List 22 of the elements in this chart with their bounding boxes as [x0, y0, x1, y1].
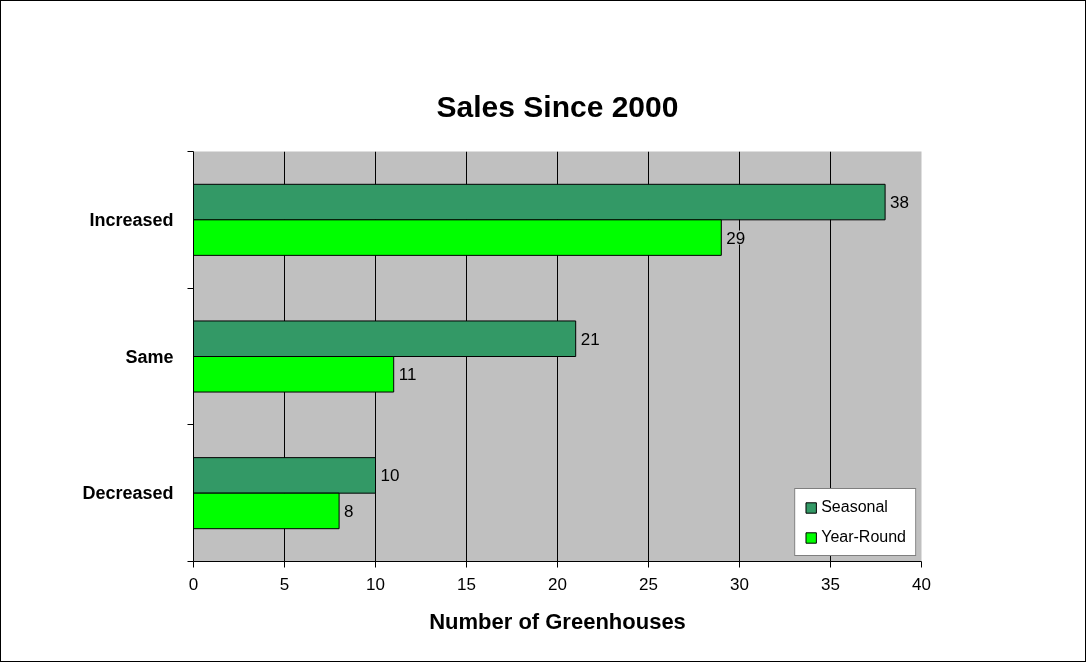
x-tick-label: 0 — [188, 574, 199, 594]
y-tick-label: Same — [125, 346, 174, 367]
x-tick-label: 30 — [730, 574, 749, 594]
x-tick-label: 5 — [279, 574, 290, 594]
data-label: 10 — [380, 466, 400, 486]
x-tick-label: 40 — [912, 574, 931, 594]
x-tick-label: 20 — [548, 574, 567, 594]
x-tick-label: 15 — [457, 574, 476, 594]
legend-label: Seasonal — [821, 498, 888, 516]
chart-title: Sales Since 2000 — [436, 89, 679, 123]
x-tick-label: 35 — [821, 574, 840, 594]
data-label: 21 — [580, 329, 600, 349]
x-tick-label: 25 — [639, 574, 658, 594]
data-label: 8 — [344, 501, 354, 521]
y-tick-label: Increased — [89, 209, 174, 230]
data-label: 11 — [398, 365, 417, 385]
y-tick-label: Decreased — [82, 483, 174, 504]
data-label: 29 — [726, 228, 746, 248]
x-tick-label: 10 — [366, 574, 385, 594]
data-label: 38 — [890, 193, 910, 213]
x-axis-title: Number of Greenhouses — [429, 608, 686, 634]
legend-label: Year-Round — [821, 528, 906, 546]
